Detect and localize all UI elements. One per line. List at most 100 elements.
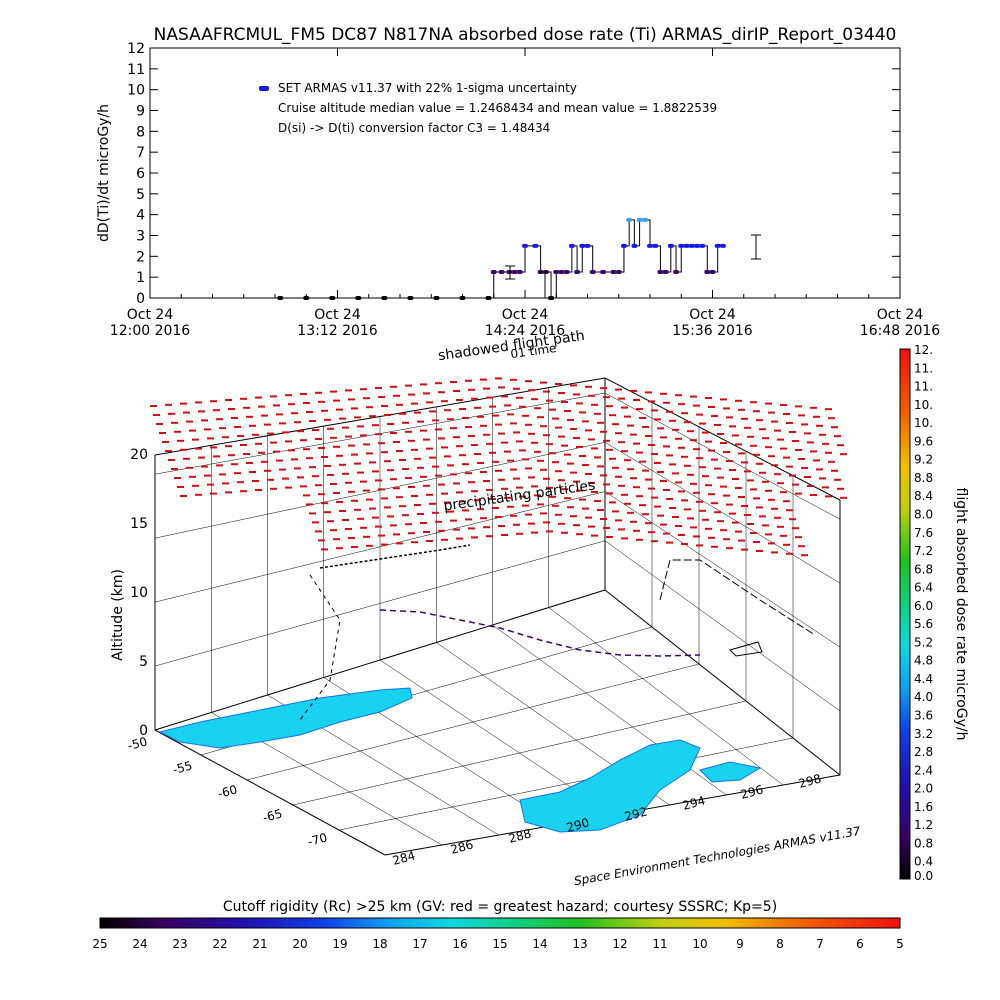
flight-track-end-marker bbox=[729, 641, 763, 657]
shadow-marker bbox=[624, 415, 631, 418]
rigidity-tick-label: 18 bbox=[372, 937, 387, 951]
rigidity-ticks: 25 24 23 22 21 20 19 18 17 16 15 14 13 12 11 10 9 8 7 6 5 bbox=[92, 937, 903, 951]
shadow-marker bbox=[630, 520, 637, 523]
data-point bbox=[511, 269, 518, 274]
shadow-marker bbox=[483, 433, 490, 436]
shadow-marker bbox=[609, 501, 616, 504]
shadow-marker bbox=[540, 512, 547, 515]
shadow-marker bbox=[423, 531, 430, 533]
shadow-marker bbox=[537, 503, 544, 506]
shadow-marker bbox=[735, 530, 742, 533]
shadow-marker bbox=[600, 474, 607, 477]
shadow-marker bbox=[747, 435, 754, 438]
shadow-marker bbox=[648, 444, 655, 446]
shadow-marker bbox=[606, 492, 613, 495]
annotation-time: 01 time bbox=[510, 341, 558, 361]
rigidity-tick-label: 23 bbox=[172, 937, 187, 951]
shadow-marker bbox=[480, 471, 487, 473]
chart-title: NASAAFRCMUL_FM5 DC87 N817NA absorbed dos… bbox=[154, 25, 897, 45]
shadow-marker bbox=[300, 485, 307, 488]
shadow-marker bbox=[546, 443, 553, 446]
shadow-marker bbox=[423, 438, 430, 441]
y-tick-label: 10 bbox=[127, 83, 145, 99]
shadow-marker bbox=[564, 453, 571, 456]
shadow-marker bbox=[255, 442, 262, 445]
altitude-axis: 0 5 10 15 20 bbox=[130, 447, 148, 739]
shadow-marker bbox=[744, 470, 751, 473]
shadow-marker bbox=[294, 467, 301, 470]
shadow-marker bbox=[801, 467, 808, 469]
shadow-marker bbox=[678, 446, 685, 449]
colorbar-tick-label: 2.4 bbox=[914, 763, 933, 777]
shadow-marker bbox=[567, 506, 574, 509]
shadow-marker bbox=[411, 495, 418, 497]
shadow-marker bbox=[240, 490, 247, 493]
shadow-marker bbox=[588, 438, 595, 441]
shadow-marker bbox=[321, 456, 328, 458]
shadow-marker bbox=[717, 433, 724, 435]
shadow-marker bbox=[816, 424, 823, 427]
shadow-marker bbox=[726, 460, 733, 462]
shadow-marker bbox=[645, 435, 652, 437]
rigidity-tick-label: 15 bbox=[492, 937, 507, 951]
colorbar-tick-label: 6.8 bbox=[914, 562, 933, 576]
shadow-marker bbox=[387, 515, 394, 518]
shadow-marker bbox=[669, 419, 676, 422]
shadow-marker bbox=[534, 450, 541, 453]
shadow-marker bbox=[579, 498, 586, 501]
longitude-tick-label: 296 bbox=[739, 782, 765, 801]
shadow-marker bbox=[393, 441, 400, 443]
rigidity-tick-label: 12 bbox=[612, 937, 627, 951]
longitude-tick-label: 292 bbox=[623, 804, 649, 823]
shadow-marker bbox=[321, 548, 328, 551]
shadow-marker bbox=[639, 504, 646, 507]
shadow-marker bbox=[414, 504, 421, 506]
shadow-marker bbox=[678, 534, 685, 536]
shadow-marker bbox=[687, 473, 694, 476]
shadow-marker bbox=[375, 479, 382, 482]
shadow-marker bbox=[336, 408, 343, 411]
shadow-marker bbox=[348, 490, 355, 493]
shadow-marker bbox=[591, 491, 598, 493]
y-tick-label: 7 bbox=[136, 145, 145, 161]
shadow-marker bbox=[558, 435, 565, 438]
shadow-marker bbox=[591, 403, 598, 406]
shadow-marker bbox=[348, 398, 355, 401]
shadow-marker bbox=[285, 486, 292, 489]
shadow-marker bbox=[300, 393, 307, 395]
shadow-marker bbox=[522, 458, 529, 461]
shadow-marker bbox=[486, 442, 493, 445]
shadow-marker bbox=[378, 488, 385, 491]
shadow-marker bbox=[468, 388, 475, 391]
shadow-marker bbox=[495, 377, 502, 380]
data-point bbox=[589, 269, 596, 274]
shadow-marker bbox=[318, 400, 325, 403]
shadow-marker bbox=[426, 401, 433, 404]
shadow-marker bbox=[417, 420, 424, 423]
shadow-marker bbox=[381, 405, 388, 407]
altitude-tick-label: 5 bbox=[139, 654, 148, 670]
shadow-marker bbox=[336, 501, 343, 503]
x-tick-day: Oct 24 bbox=[502, 307, 549, 323]
shadow-marker bbox=[288, 449, 295, 452]
shadow-marker bbox=[507, 413, 514, 416]
shadow-marker bbox=[189, 429, 196, 432]
shadow-marker bbox=[690, 439, 697, 442]
shadow-marker bbox=[753, 541, 760, 543]
shadow-marker bbox=[414, 411, 421, 414]
latitude-tick-label: -65 bbox=[261, 806, 284, 825]
shadow-marker bbox=[735, 399, 742, 402]
shadow-marker bbox=[384, 506, 391, 509]
shadow-marker bbox=[603, 483, 610, 486]
3d-grid-lines bbox=[154, 387, 841, 846]
data-point bbox=[714, 243, 721, 248]
shadow-marker bbox=[543, 477, 550, 480]
shadow-marker bbox=[672, 428, 679, 431]
shadow-marker bbox=[840, 496, 847, 499]
shadow-marker bbox=[630, 477, 637, 480]
shadow-marker bbox=[771, 464, 778, 467]
shadow-marker bbox=[570, 428, 577, 430]
shadow-marker bbox=[693, 491, 700, 494]
shadow-marker bbox=[150, 405, 157, 407]
